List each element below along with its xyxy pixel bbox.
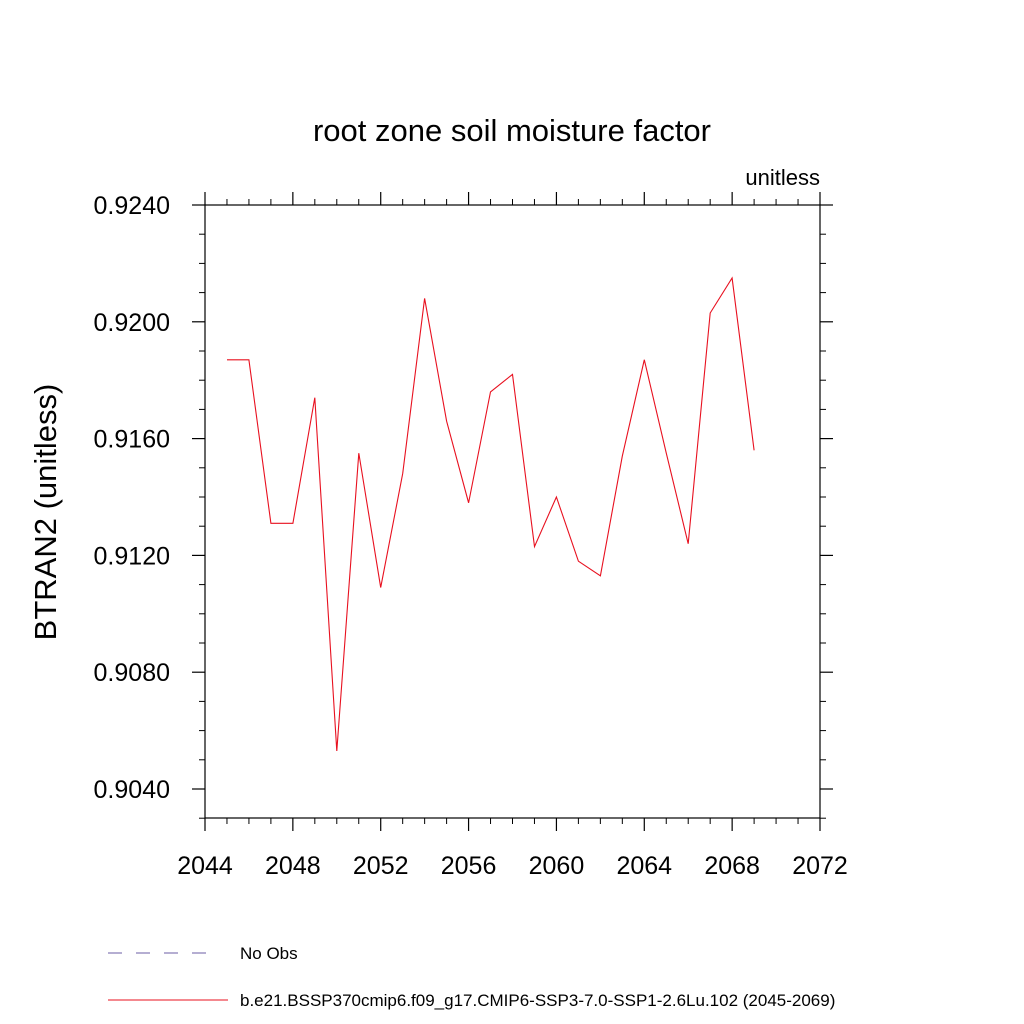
y-tick-label: 0.9240: [94, 192, 170, 220]
y-tick-labels: 0.9040 0.9080 0.9120 0.9160 0.9200 0.9240: [94, 192, 170, 804]
x-tick-labels: 2044 2048 2052 2056 2060 2064 2068 2072: [177, 852, 848, 880]
data-point: [555, 496, 558, 499]
data-point: [577, 560, 580, 563]
data-point: [687, 542, 690, 545]
x-tick-label: 2060: [529, 852, 585, 880]
data-point: [489, 390, 492, 393]
units-label: unitless: [745, 165, 820, 190]
y-tick-label: 0.9120: [94, 542, 170, 570]
data-point: [247, 358, 250, 361]
data-point: [753, 449, 756, 452]
data-point: [621, 455, 624, 458]
y-tick-label: 0.9200: [94, 309, 170, 337]
legend: No Obs b.e21.BSSP370cmip6.f09_g17.CMIP6-…: [108, 944, 835, 1010]
data-point: [511, 373, 514, 376]
data-point: [731, 277, 734, 280]
data-point: [357, 452, 360, 455]
data-point: [313, 396, 316, 399]
y-axis-label: BTRAN2 (unitless): [28, 384, 63, 641]
y-tick-label: 0.9080: [94, 659, 170, 687]
data-point: [599, 574, 602, 577]
x-tick-label: 2064: [616, 852, 672, 880]
x-tick-label: 2048: [265, 852, 321, 880]
legend-label-no-obs: No Obs: [240, 944, 298, 963]
data-point: [423, 297, 426, 300]
data-point: [467, 501, 470, 504]
series-line: [227, 276, 755, 752]
x-tick-label: 2044: [177, 852, 233, 880]
x-tick-label: 2056: [441, 852, 497, 880]
series-lines: [225, 276, 756, 753]
data-point: [225, 358, 228, 361]
legend-label-model: b.e21.BSSP370cmip6.f09_g17.CMIP6-SSP3-7.…: [240, 991, 835, 1010]
data-point: [533, 545, 536, 548]
data-point: [335, 750, 338, 753]
x-tick-label: 2052: [353, 852, 409, 880]
plot-frame: [204, 204, 821, 819]
data-point: [709, 312, 712, 315]
data-point: [643, 358, 646, 361]
chart-title: root zone soil moisture factor: [313, 113, 711, 148]
x-tick-label: 2072: [792, 852, 848, 880]
data-point: [445, 420, 448, 423]
data-point: [665, 452, 668, 455]
data-point: [379, 586, 382, 589]
data-point: [401, 472, 404, 475]
y-tick-label: 0.9160: [94, 426, 170, 454]
data-point: [291, 522, 294, 525]
y-tick-label: 0.9040: [94, 776, 170, 804]
data-point: [269, 522, 272, 525]
x-tick-label: 2068: [704, 852, 760, 880]
axis-ticks: [192, 192, 833, 831]
